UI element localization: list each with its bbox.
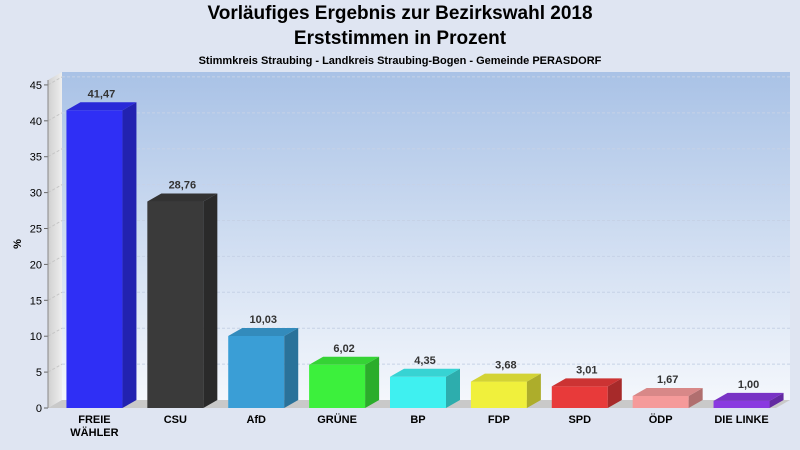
- bar-side: [122, 102, 137, 409]
- bar-front: [147, 201, 204, 408]
- bar-value-label: 4,35: [414, 355, 435, 367]
- bar: 4,35: [390, 355, 460, 408]
- chart-title-line2: Erststimmen in Prozent: [293, 28, 507, 49]
- bar: 6,02: [309, 343, 380, 408]
- bar-value-label: 1,00: [738, 379, 759, 391]
- gridline-side: [47, 76, 63, 86]
- bar: 28,76: [147, 180, 218, 408]
- bar-top: [147, 193, 218, 202]
- x-tick-label: AfD: [246, 414, 266, 426]
- bar-front: [551, 386, 608, 408]
- y-tick-label: 35: [30, 152, 42, 164]
- x-tick-label: FREIE: [78, 414, 110, 426]
- bar-value-label: 10,03: [249, 314, 277, 326]
- bar-top: [228, 327, 299, 336]
- y-tick-label: 5: [36, 367, 42, 379]
- bar-front: [713, 400, 770, 408]
- bar-top: [632, 388, 703, 397]
- x-tick-label: CSU: [164, 414, 187, 426]
- gridline-side: [47, 363, 63, 373]
- gridline-side: [47, 220, 63, 229]
- chart-title: Vorläufiges Ergebnis zur Bezirkswahl 201…: [207, 3, 593, 24]
- bar-value-label: 1,67: [657, 374, 678, 386]
- x-tick-label: SPD: [568, 414, 591, 426]
- bar-value-label: 3,01: [576, 364, 597, 376]
- y-tick-label: 0: [36, 403, 42, 415]
- bar-side: [284, 327, 299, 408]
- bar-value-label: 6,02: [333, 343, 354, 355]
- bar-value-label: 3,68: [495, 360, 516, 372]
- y-tick-label: 30: [30, 188, 42, 200]
- bar: 3,68: [470, 360, 541, 408]
- y-tick-label: 20: [30, 259, 42, 271]
- bar-front: [228, 335, 285, 408]
- bar-side: [769, 392, 784, 408]
- x-tick-label: DIE LINKE: [714, 414, 768, 426]
- chart-subtitle: Stimmkreis Straubing - Landkreis Straubi…: [198, 55, 602, 67]
- bar-top: [470, 373, 541, 382]
- bar-side: [607, 378, 622, 408]
- plot-side-wall: [48, 72, 62, 408]
- gridline-side: [47, 148, 63, 158]
- bar-side: [688, 388, 703, 408]
- bar: 10,03: [228, 314, 299, 408]
- x-tick-label: GRÜNE: [317, 413, 357, 426]
- bar-side: [446, 368, 460, 408]
- bar-top: [713, 392, 784, 401]
- bar-front: [309, 364, 366, 408]
- bar-top: [66, 102, 137, 111]
- y-tick-label: 15: [30, 295, 42, 307]
- x-tick-label: ÖDP: [649, 413, 673, 426]
- bar: 41,47: [66, 88, 137, 409]
- bar-top: [551, 378, 622, 387]
- gridline-side: [47, 327, 63, 337]
- y-tick-label: 10: [30, 331, 42, 343]
- gridline-side: [47, 291, 63, 301]
- bar-front: [390, 376, 446, 408]
- gridline-side: [47, 112, 63, 122]
- y-tick-label: 45: [30, 80, 42, 92]
- x-tick-label: FDP: [488, 414, 510, 426]
- bar-side: [526, 373, 541, 408]
- bar-top: [390, 368, 460, 377]
- bar-top: [309, 356, 380, 365]
- gridline-side: [47, 255, 63, 265]
- y-tick-label: 40: [30, 116, 42, 128]
- x-tick-label: BP: [410, 414, 425, 426]
- y-axis-label: %: [12, 239, 24, 249]
- y-tick-label: 25: [30, 224, 42, 236]
- bar: 1,00: [713, 379, 784, 408]
- bar-value-label: 28,76: [169, 180, 197, 192]
- bar: 1,67: [632, 374, 703, 408]
- bar-side: [203, 193, 218, 408]
- bar-value-label: 41,47: [88, 88, 116, 100]
- bar-front: [632, 396, 689, 408]
- y-axis: 0 5 10 15 20 25 30 35 40 45%: [12, 80, 49, 415]
- bar-front: [470, 381, 527, 408]
- gridline-side: [47, 184, 63, 194]
- x-tick-label: WÄHLER: [70, 426, 118, 439]
- bars: 41,47 28,76 10,03 6,02 4,35 3,68 3,01 1,67 1,00: [66, 88, 784, 409]
- bar-front: [66, 110, 123, 409]
- bar-side: [365, 356, 380, 408]
- bar: 3,01: [551, 364, 622, 408]
